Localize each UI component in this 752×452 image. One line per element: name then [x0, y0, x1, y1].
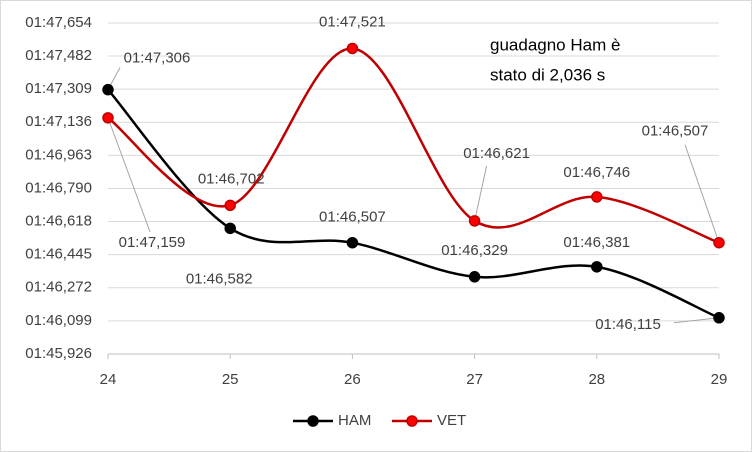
y-tick-label: 01:46,963 — [25, 146, 92, 163]
y-tick-label: 01:46,618 — [25, 212, 92, 229]
x-tick-label: 29 — [711, 371, 728, 388]
y-tick-label: 01:47,309 — [25, 80, 92, 97]
data-label: 01:46,702 — [198, 170, 265, 187]
x-tick-label: 25 — [222, 371, 239, 388]
marker — [224, 199, 236, 212]
x-tick-label: 27 — [466, 371, 483, 388]
legend-label: VET — [437, 412, 466, 429]
marker — [713, 236, 725, 249]
data-label: 01:46,746 — [563, 164, 630, 181]
legend-marker — [406, 415, 418, 427]
legend-label: HAM — [338, 412, 371, 429]
x-tick-label: 28 — [588, 371, 605, 388]
leader-line — [673, 317, 720, 324]
data-label: 01:46,507 — [319, 209, 386, 226]
marker — [102, 83, 114, 96]
y-tick-label: 01:46,272 — [25, 279, 92, 296]
data-label: 01:47,159 — [119, 234, 186, 251]
y-tick-label: 01:47,482 — [25, 47, 92, 64]
y-tick-label: 01:46,790 — [25, 179, 92, 196]
annotation: stato di 2,036 s — [490, 65, 605, 84]
data-label: 01:46,115 — [595, 316, 661, 333]
y-tick-label: 01:45,926 — [25, 345, 92, 362]
legend-marker — [307, 415, 319, 427]
marker — [468, 215, 481, 227]
marker — [346, 42, 359, 55]
data-label: 01:47,521 — [319, 13, 386, 30]
data-label: 01:47,306 — [124, 50, 191, 67]
x-tick-label: 26 — [344, 371, 361, 388]
marker — [591, 261, 603, 273]
marker — [102, 112, 114, 124]
y-tick-label: 01:46,445 — [25, 246, 92, 263]
data-label: 01:46,381 — [563, 234, 630, 251]
data-label: 01:46,621 — [463, 145, 530, 162]
annotation: guadagno Ham è — [490, 35, 620, 54]
x-tick-label: 24 — [100, 371, 117, 388]
marker — [346, 236, 359, 249]
data-label: 01:46,507 — [642, 123, 709, 140]
y-tick-label: 01:47,136 — [25, 113, 92, 130]
y-tick-label: 01:47,654 — [25, 14, 92, 31]
leader-line — [474, 165, 488, 221]
marker — [468, 271, 481, 283]
marker — [591, 191, 603, 203]
grid — [108, 22, 719, 322]
data-label: 01:46,582 — [186, 270, 253, 287]
leader-line — [107, 117, 151, 232]
series-line — [107, 88, 720, 319]
y-tick-label: 01:46,099 — [25, 312, 92, 329]
marker — [224, 222, 236, 235]
leader-line — [684, 144, 720, 243]
data-label: 01:46,329 — [441, 242, 508, 259]
marker — [713, 312, 725, 324]
